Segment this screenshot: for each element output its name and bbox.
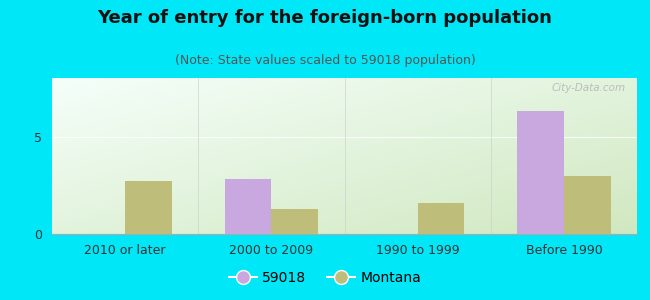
Bar <box>272 209 318 234</box>
Bar <box>417 203 464 234</box>
Bar <box>225 179 272 234</box>
Bar <box>564 176 610 234</box>
Text: (Note: State values scaled to 59018 population): (Note: State values scaled to 59018 popu… <box>175 54 475 67</box>
Bar <box>517 111 564 234</box>
Legend: 59018, Montana: 59018, Montana <box>223 265 427 290</box>
Text: City-Data.com: City-Data.com <box>551 83 625 93</box>
Bar <box>125 181 172 234</box>
Text: Year of entry for the foreign-born population: Year of entry for the foreign-born popul… <box>98 9 552 27</box>
